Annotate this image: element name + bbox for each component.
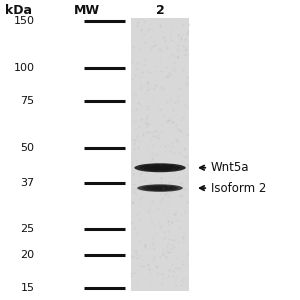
Ellipse shape	[145, 165, 176, 170]
Ellipse shape	[142, 185, 178, 191]
Text: MW: MW	[74, 4, 100, 17]
Ellipse shape	[148, 186, 172, 190]
Ellipse shape	[150, 166, 170, 169]
Text: kDa: kDa	[5, 4, 32, 17]
Text: 25: 25	[20, 224, 34, 234]
Bar	[131, 18, 189, 291]
Ellipse shape	[137, 184, 183, 192]
Ellipse shape	[152, 187, 168, 189]
Text: 50: 50	[21, 143, 34, 153]
Text: 150: 150	[14, 16, 34, 26]
Text: 75: 75	[20, 96, 34, 106]
Text: Wnt5a: Wnt5a	[211, 161, 250, 174]
Ellipse shape	[140, 164, 181, 171]
Text: 15: 15	[21, 283, 34, 293]
Text: 2: 2	[156, 4, 164, 17]
Ellipse shape	[134, 163, 186, 172]
Text: Isoform 2: Isoform 2	[211, 182, 266, 195]
Text: 37: 37	[20, 178, 34, 188]
Text: 20: 20	[20, 250, 34, 260]
Text: 100: 100	[14, 63, 34, 73]
